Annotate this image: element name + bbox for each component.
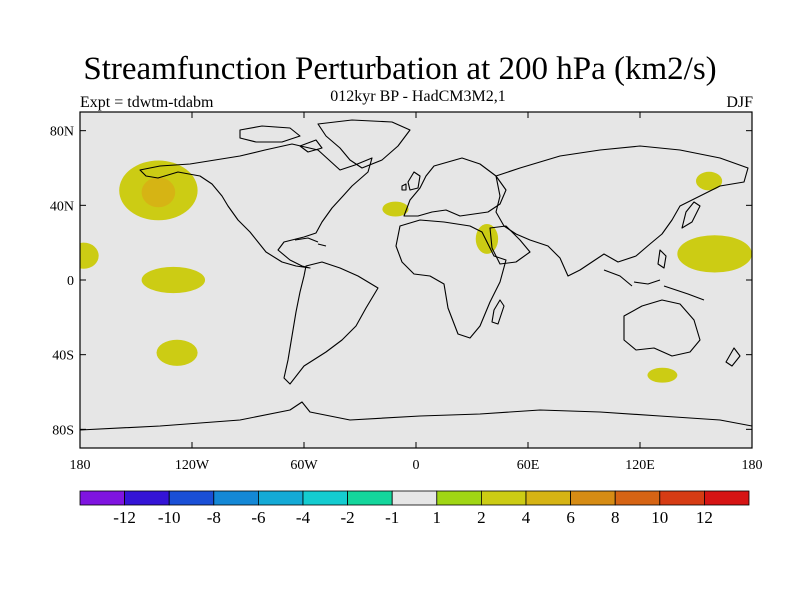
colorbar-label: -12 bbox=[113, 508, 136, 527]
x-tick-label: 60W bbox=[290, 458, 318, 473]
colorbar-swatch bbox=[614, 490, 661, 506]
colorbar-label: 4 bbox=[522, 508, 531, 527]
anomaly-region bbox=[647, 367, 678, 383]
anomaly-region bbox=[391, 237, 430, 279]
plot-title: Streamfunction Perturbation at 200 hPa (… bbox=[83, 51, 717, 87]
anomaly-region bbox=[214, 308, 260, 342]
y-tick-label: 40S bbox=[52, 349, 74, 364]
anomaly-region bbox=[156, 339, 198, 366]
anomaly-region bbox=[696, 171, 723, 191]
x-tick-label: 120E bbox=[625, 458, 655, 473]
anomaly-region bbox=[727, 203, 752, 226]
x-tick-label: 180 bbox=[742, 458, 763, 473]
colorbar-label: 8 bbox=[611, 508, 620, 527]
x-axis: 180 120W 60W 0 60E 120E 180 bbox=[70, 112, 763, 473]
anomaly-region bbox=[225, 224, 234, 232]
x-tick-label: 120W bbox=[175, 458, 210, 473]
anomaly-region bbox=[535, 352, 570, 379]
coast-antarctica bbox=[80, 401, 752, 431]
x-tick-label: 180 bbox=[70, 458, 91, 473]
plot-subtitle: 012kyr BP - HadCM3M2,1 bbox=[330, 88, 506, 105]
anomaly-region bbox=[141, 177, 176, 208]
colorbar-swatch bbox=[124, 490, 170, 506]
y-tick-label: 40N bbox=[50, 199, 74, 214]
coast-south-america bbox=[283, 261, 379, 385]
colorbar-swatch bbox=[168, 490, 215, 506]
colorbar-swatch bbox=[704, 490, 750, 506]
coast-arabia bbox=[489, 225, 531, 265]
colorbar-label: -2 bbox=[341, 508, 355, 527]
anomaly-region bbox=[475, 224, 499, 254]
colorbar-label: -4 bbox=[296, 508, 311, 527]
colorbar-swatch bbox=[480, 490, 527, 506]
coast-madagascar bbox=[491, 299, 505, 325]
colorbar-label: -8 bbox=[207, 508, 221, 527]
coast-africa bbox=[395, 219, 507, 339]
coast-europe bbox=[403, 157, 507, 217]
coast-japan bbox=[681, 201, 701, 229]
experiment-label: Expt = tdwtm-tdabm bbox=[80, 94, 214, 111]
colorbar-label: 2 bbox=[477, 508, 486, 527]
coast-north-america bbox=[139, 143, 373, 269]
colorbar-swatch bbox=[391, 490, 438, 506]
anomaly-region bbox=[80, 242, 99, 269]
colorbar: -12 -10 -8 -6 -4 -2 -1 1 2 4 6 8 10 12 bbox=[79, 490, 750, 527]
anomaly-region bbox=[434, 164, 480, 202]
coastlines bbox=[80, 119, 752, 431]
coast-british-isles bbox=[401, 171, 421, 191]
colorbar-label: 1 bbox=[433, 508, 442, 527]
coast-arctic-islands bbox=[239, 125, 323, 153]
colorbar-label: 6 bbox=[566, 508, 575, 527]
anomaly-region bbox=[277, 248, 360, 271]
anomaly-region bbox=[141, 266, 206, 294]
colorbar-swatch bbox=[79, 490, 125, 506]
colorbar-swatch bbox=[659, 490, 705, 506]
coast-greenland bbox=[317, 119, 411, 169]
x-tick-label: 0 bbox=[413, 458, 420, 473]
anomaly-region bbox=[233, 266, 241, 279]
anomaly-region bbox=[638, 317, 661, 340]
coast-caribbean bbox=[294, 237, 327, 247]
coast-asia bbox=[495, 145, 749, 277]
contour-regions bbox=[80, 160, 752, 383]
colorbar-swatch bbox=[257, 490, 304, 506]
anomaly-region bbox=[85, 298, 153, 344]
season-label: DJF bbox=[726, 94, 753, 111]
anomaly-region bbox=[621, 175, 644, 191]
y-tick-label: 80S bbox=[52, 423, 74, 438]
y-axis: 80N 40N 0 40S 80S bbox=[50, 125, 752, 438]
colorbar-label: -6 bbox=[251, 508, 265, 527]
colorbar-label: 10 bbox=[651, 508, 668, 527]
colorbar-swatch bbox=[436, 490, 482, 506]
colorbar-label: 12 bbox=[696, 508, 713, 527]
colorbar-swatch bbox=[525, 490, 571, 506]
colorbar-swatch bbox=[302, 490, 348, 506]
coast-australia bbox=[623, 299, 701, 357]
colorbar-label: -1 bbox=[385, 508, 399, 527]
anomaly-region bbox=[563, 209, 620, 269]
coast-maritime-continent bbox=[603, 269, 705, 301]
anomaly-region bbox=[677, 235, 752, 273]
coast-philippines bbox=[657, 249, 667, 269]
y-tick-label: 80N bbox=[50, 125, 74, 140]
colorbar-swatch bbox=[570, 490, 616, 506]
anomaly-region bbox=[80, 203, 97, 226]
colorbar-swatch bbox=[347, 490, 393, 506]
x-tick-label: 60E bbox=[517, 458, 540, 473]
colorbar-swatch bbox=[213, 490, 259, 506]
colorbar-label: -10 bbox=[158, 508, 181, 527]
coast-new-zealand bbox=[725, 347, 741, 367]
y-tick-label: 0 bbox=[67, 274, 74, 289]
anomaly-region bbox=[382, 201, 409, 217]
